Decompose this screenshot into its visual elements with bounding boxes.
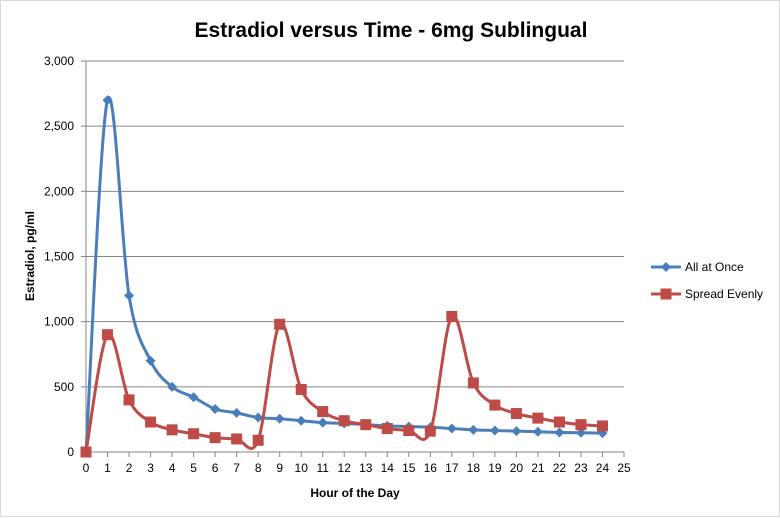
data-point [317,406,329,418]
x-tick-label: 6 [212,461,219,475]
series-line [84,96,603,453]
y-tick-label: 1,500 [44,250,74,264]
x-tick-label: 11 [316,461,329,475]
data-point [468,424,479,435]
y-tick-label: 0 [67,445,74,459]
legend-label: Spread Evenly [685,287,763,301]
data-point [553,416,565,428]
legend-label: All at Once [685,260,744,274]
x-tick-label: 13 [359,461,373,475]
data-point [102,329,114,341]
y-tick-label: 500 [54,380,74,394]
data-point [188,428,200,440]
data-point [145,355,156,366]
data-point [489,425,500,436]
data-point [446,423,457,434]
data-point [575,427,586,438]
x-tick-label: 3 [147,461,154,475]
x-tick-label: 10 [295,461,309,475]
x-tick-label: 24 [596,461,610,475]
data-point [188,392,199,403]
data-point [167,381,178,392]
legend-marker [660,288,672,300]
data-point [575,419,587,431]
data-point [253,412,264,423]
x-tick-label: 1 [104,461,111,475]
data-point [511,426,522,437]
x-tick-label: 9 [276,461,283,475]
x-tick-label: 21 [531,461,545,475]
data-point [360,419,372,431]
data-point [532,412,544,424]
data-point [489,399,501,411]
x-tick-label: 5 [190,461,197,475]
x-tick-label: 14 [381,461,395,475]
y-axis-label: Estradiol, pg/ml [23,211,37,301]
x-tick-label: 20 [510,461,524,475]
x-tick-label: 25 [617,461,631,475]
x-tick-label: 8 [255,461,262,475]
x-tick-label: 18 [467,461,481,475]
data-point [403,424,415,436]
data-point [424,425,436,437]
x-tick-label: 23 [574,461,588,475]
data-point [80,446,92,458]
data-point [532,426,543,437]
x-tick-label: 15 [402,461,416,475]
data-point [446,310,458,322]
x-tick-label: 2 [126,461,133,475]
data-point [596,420,608,432]
data-point [554,427,565,438]
data-point [510,408,522,420]
data-point [145,416,157,428]
data-point [166,424,178,436]
x-tick-label: 22 [553,461,567,475]
data-point [317,417,328,428]
data-point [102,95,113,106]
data-point [123,394,135,406]
data-point [295,383,307,395]
y-tick-label: 2,000 [44,184,74,198]
x-tick-label: 0 [83,461,90,475]
data-point [231,433,243,445]
x-tick-label: 19 [488,461,502,475]
x-tick-label: 17 [445,461,459,475]
y-tick-label: 2,500 [44,119,74,133]
x-tick-label: 16 [424,461,438,475]
y-tick-label: 3,000 [44,54,74,68]
data-point [252,434,264,446]
data-point [274,413,285,424]
data-point [231,407,242,418]
chart-title: Estradiol versus Time - 6mg Sublingual [195,19,588,42]
x-tick-label: 4 [169,461,176,475]
x-tick-label: 7 [233,461,240,475]
y-tick-label: 1,000 [44,315,74,329]
x-axis-label: Hour of the Day [310,486,400,500]
data-point [296,415,307,426]
legend-marker [661,262,671,272]
data-point [338,415,350,427]
data-point [124,290,135,301]
data-point [210,403,221,414]
data-point [274,318,286,330]
data-point [209,432,221,444]
data-point [467,377,479,389]
data-point [381,423,393,435]
x-tick-label: 12 [338,461,352,475]
